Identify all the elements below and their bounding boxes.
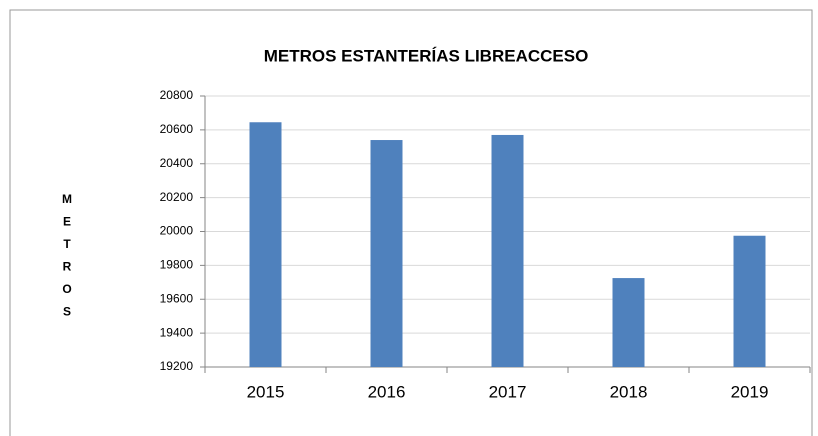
y-tick-label: 20600 bbox=[160, 122, 194, 136]
y-tick-label: 19600 bbox=[160, 291, 194, 305]
x-tick-label: 2016 bbox=[368, 382, 406, 401]
bar bbox=[370, 140, 403, 367]
bar bbox=[491, 134, 524, 367]
bar bbox=[249, 122, 282, 367]
y-tick-label: 19800 bbox=[160, 258, 194, 272]
frame bbox=[9, 9, 813, 436]
x-tick-label: 2015 bbox=[247, 382, 285, 401]
y-tick-label: 20400 bbox=[160, 156, 194, 170]
x-tick-label: 2017 bbox=[489, 382, 527, 401]
y-tick-label: 20200 bbox=[160, 190, 194, 204]
bar bbox=[733, 235, 766, 367]
y-tick-label: 19200 bbox=[160, 359, 194, 373]
y-tick-label: 20800 bbox=[160, 88, 194, 102]
y-tick-label: 20000 bbox=[160, 224, 194, 238]
bar bbox=[612, 278, 645, 367]
chart-title: METROS ESTANTERÍAS LIBREACCESO bbox=[264, 46, 589, 65]
x-tick-label: 2018 bbox=[610, 382, 648, 401]
x-tick-label: 2019 bbox=[731, 382, 769, 401]
y-tick-label: 19400 bbox=[160, 325, 194, 339]
